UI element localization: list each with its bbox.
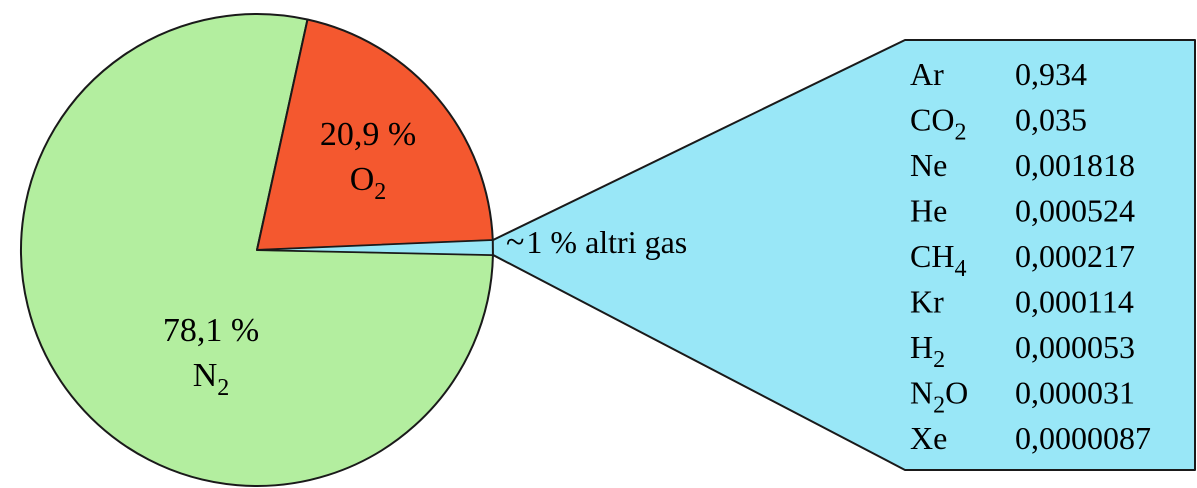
gas-value-cell: 0,000217 [1015, 238, 1135, 274]
other-gases-annotation: ~1 % altri gas [506, 224, 687, 261]
gas-name-cell: Ar [910, 56, 944, 92]
other-gases-callout [491, 39, 1196, 471]
gas-name-cell: N2O [910, 375, 968, 419]
pie-slice-o2 [256, 18, 494, 251]
gas-name-cell: CO2 [910, 102, 966, 146]
gas-value-cell: 0,000114 [1015, 284, 1134, 320]
gas-value-cell: 0,000524 [1015, 193, 1135, 229]
pie-slices [20, 12, 494, 487]
gas-name-cell: Ne [910, 147, 947, 183]
gas-name-cell: He [910, 193, 947, 229]
gas-value-cell: 0,001818 [1015, 147, 1135, 183]
gas-name-cell: Kr [910, 284, 944, 320]
gas-value-cell: 0,0000087 [1015, 420, 1151, 456]
gas-value-cell: 0,035 [1015, 102, 1087, 138]
other-gases-table: Ar 0,934 CO2 0,035 Ne 0,001818 He 0,000524 CH4 0,… [910, 56, 1151, 456]
gas-value-cell: 0,000053 [1015, 329, 1135, 365]
n2-percent-label: 78,1 % [163, 312, 259, 349]
gas-name-cell: CH4 [910, 238, 966, 282]
gas-name-cell: H2 [910, 329, 945, 373]
o2-percent-label: 20,9 % [320, 116, 416, 153]
n2-formula-label: N2 [193, 357, 230, 401]
gas-value-cell: 0,934 [1015, 56, 1087, 92]
gas-name-cell: Xe [910, 420, 947, 456]
gas-value-cell: 0,000031 [1015, 375, 1135, 411]
o2-formula-label: O2 [350, 161, 387, 205]
